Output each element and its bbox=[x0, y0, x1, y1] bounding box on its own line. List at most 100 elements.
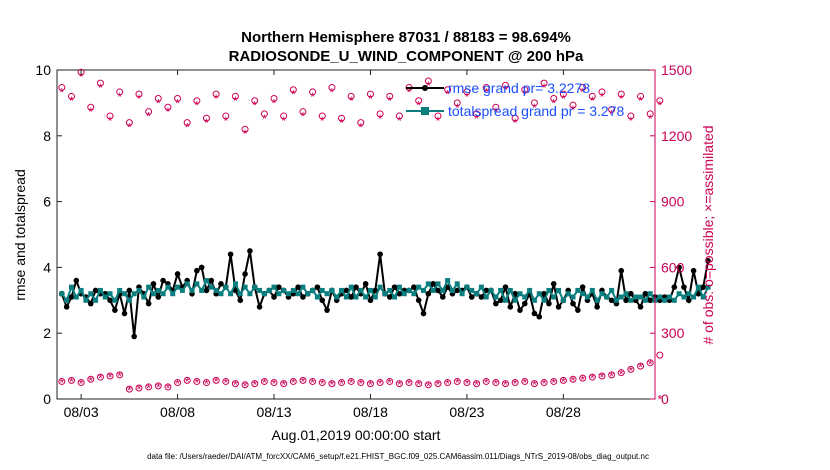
obs-possible-point bbox=[386, 92, 394, 100]
rmse-point bbox=[242, 271, 248, 277]
rmse-point bbox=[430, 281, 436, 287]
obs-possible-point bbox=[299, 108, 307, 116]
totalspread-point bbox=[155, 287, 161, 293]
totalspread-point bbox=[339, 287, 345, 293]
totalspread-point bbox=[613, 297, 619, 303]
obs-possible-point bbox=[482, 84, 490, 92]
rmse-point bbox=[203, 287, 210, 294]
obs-possible-point bbox=[318, 379, 326, 387]
obs-assimilated-point: * bbox=[330, 85, 335, 99]
obs-possible-point bbox=[96, 79, 104, 87]
y-tick-label: 0 bbox=[43, 391, 51, 407]
obs-possible-point bbox=[598, 372, 606, 380]
obs-assimilated-point: * bbox=[281, 114, 286, 128]
obs-assimilated-point: * bbox=[629, 114, 634, 128]
totalspread-point bbox=[546, 287, 552, 293]
obs-possible-point bbox=[415, 97, 423, 105]
obs-possible-point bbox=[444, 379, 452, 387]
legend-rmse-text: rmse grand pr= 3.2278 bbox=[448, 80, 590, 96]
rmse-point bbox=[107, 297, 113, 304]
obs-possible-point bbox=[347, 92, 355, 100]
totalspread-point bbox=[93, 297, 99, 303]
obs-assimilated-point: * bbox=[503, 378, 508, 392]
totalspread-point bbox=[73, 294, 79, 300]
totalspread-point bbox=[662, 297, 668, 303]
obs-possible-point bbox=[164, 103, 172, 111]
obs-possible-point bbox=[125, 385, 133, 393]
rmse-point bbox=[348, 294, 354, 300]
totalspread-point bbox=[647, 291, 653, 297]
obs-assimilated-point: * bbox=[204, 116, 209, 130]
obs-assimilated-point: * bbox=[532, 378, 537, 392]
rmse-point bbox=[444, 284, 451, 290]
obs-possible-point bbox=[376, 379, 384, 387]
rmse-point bbox=[690, 267, 697, 274]
obs-assimilated-point: * bbox=[619, 92, 624, 106]
obs-possible-point bbox=[463, 379, 471, 387]
obs-possible-point bbox=[627, 112, 635, 120]
obs-possible-point bbox=[270, 379, 278, 387]
totalspread-point bbox=[237, 291, 243, 297]
obs-possible-point bbox=[366, 380, 374, 388]
totalspread-point bbox=[396, 284, 402, 290]
obs-assimilated-point: * bbox=[59, 85, 64, 99]
totalspread-point bbox=[199, 287, 205, 293]
obs-assimilated-point: * bbox=[368, 92, 373, 106]
rmse-point bbox=[681, 284, 687, 290]
rmse-point bbox=[700, 284, 707, 290]
obs-assimilated-point: * bbox=[108, 371, 113, 385]
obs-assimilated-point: * bbox=[243, 379, 248, 393]
totalspread-point bbox=[266, 287, 272, 293]
obs-assimilated-point: * bbox=[590, 372, 595, 386]
obs-possible-point bbox=[222, 377, 230, 385]
obs-assimilated-point: * bbox=[204, 377, 209, 391]
obs-possible-point bbox=[550, 95, 558, 103]
obs-possible-point bbox=[463, 88, 471, 96]
y-axis-label: rmse and totalspread bbox=[12, 169, 28, 301]
totalspread-point bbox=[343, 294, 349, 300]
totalspread-point bbox=[556, 287, 562, 293]
totalspread-point bbox=[599, 291, 605, 297]
obs-possible-point bbox=[395, 112, 403, 120]
obs-possible-point bbox=[540, 79, 548, 87]
obs-possible-point bbox=[222, 112, 230, 120]
rmse-point bbox=[507, 304, 514, 310]
totalspread-point bbox=[363, 294, 369, 300]
obs-possible-point bbox=[444, 86, 452, 94]
obs-assimilated-point: * bbox=[638, 94, 643, 108]
rmse-point bbox=[695, 290, 702, 297]
obs-possible-point bbox=[521, 377, 529, 385]
obs-possible-point bbox=[154, 382, 162, 390]
totalspread-point bbox=[117, 287, 123, 293]
totalspread-point bbox=[416, 284, 422, 290]
obs-assimilated-point: * bbox=[214, 375, 219, 389]
rmse-point bbox=[208, 277, 215, 284]
obs-possible-point bbox=[67, 376, 75, 384]
footnote: data file: /Users/raeder/DAI/ATM_forcXX/… bbox=[147, 452, 649, 461]
obs-possible-point bbox=[588, 92, 596, 100]
obs-assimilated-point: * bbox=[195, 99, 200, 113]
rmse-point bbox=[676, 264, 682, 271]
totalspread-point bbox=[310, 287, 316, 293]
totalspread-point bbox=[102, 294, 108, 300]
obs-assimilated-point: * bbox=[252, 378, 257, 392]
obs-possible-point bbox=[357, 119, 365, 127]
totalspread-point bbox=[228, 291, 234, 297]
obs-possible-point bbox=[656, 97, 664, 105]
totalspread-point bbox=[150, 291, 156, 297]
obs-assimilated-point: * bbox=[387, 376, 392, 390]
obs-possible-point bbox=[241, 125, 249, 133]
totalspread-point bbox=[242, 284, 248, 290]
totalspread-point bbox=[377, 284, 383, 290]
totalspread-point bbox=[232, 281, 238, 287]
chart-subtitle: RADIOSONDE_U_WIND_COMPONENT @ 200 hPa bbox=[229, 48, 584, 65]
obs-assimilated-point: * bbox=[349, 94, 354, 108]
obs-possible-point bbox=[646, 359, 654, 367]
rmse-point bbox=[411, 284, 417, 290]
rmse-point bbox=[271, 294, 277, 300]
totalspread-point bbox=[136, 287, 142, 293]
obs-assimilated-point: * bbox=[426, 379, 431, 393]
rmse-point bbox=[579, 284, 586, 290]
obs-possible-point bbox=[231, 92, 239, 100]
rmse-point bbox=[353, 284, 359, 290]
